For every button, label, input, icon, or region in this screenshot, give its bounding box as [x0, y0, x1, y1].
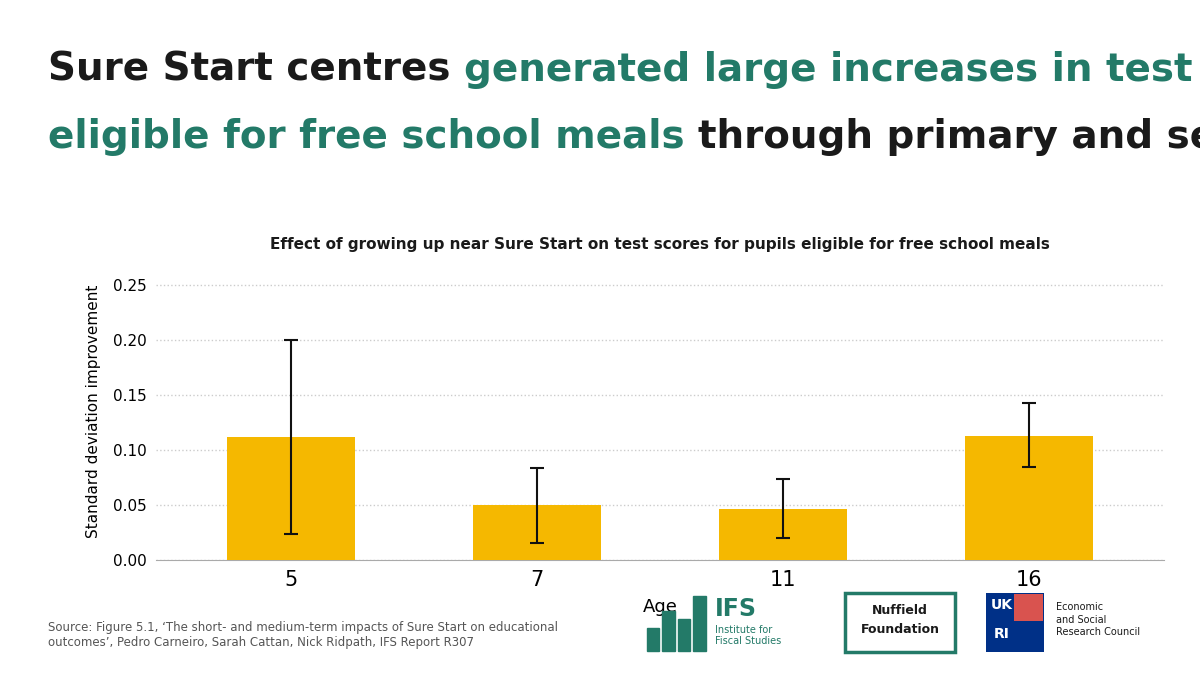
Text: RI: RI	[994, 628, 1009, 641]
Text: and Social: and Social	[1056, 615, 1106, 624]
Text: Sure Start centres: Sure Start centres	[48, 51, 464, 88]
Bar	[845, 593, 955, 652]
Text: Foundation: Foundation	[860, 622, 940, 636]
Bar	[694, 596, 706, 651]
Bar	[1014, 594, 1043, 621]
X-axis label: Age: Age	[642, 598, 678, 616]
Bar	[227, 437, 355, 560]
Text: UK: UK	[991, 599, 1013, 612]
Text: eligible for free school meals: eligible for free school meals	[48, 118, 698, 156]
Bar	[678, 619, 690, 651]
Text: generated large increases in test scores for children: generated large increases in test scores…	[464, 51, 1200, 88]
Text: IFS: IFS	[715, 597, 757, 621]
Bar	[662, 611, 674, 651]
Text: Source: Figure 5.1, ‘The short- and medium-term impacts of Sure Start on educati: Source: Figure 5.1, ‘The short- and medi…	[48, 621, 558, 649]
Text: through primary and secondary school: through primary and secondary school	[698, 118, 1200, 156]
Text: Economic: Economic	[1056, 603, 1103, 612]
Text: Nuffield: Nuffield	[872, 604, 928, 618]
Y-axis label: Standard deviation improvement: Standard deviation improvement	[86, 285, 102, 539]
Bar	[473, 506, 601, 560]
Text: Institute for: Institute for	[715, 626, 773, 635]
Text: Fiscal Studies: Fiscal Studies	[715, 637, 781, 646]
Bar	[647, 628, 659, 651]
Bar	[719, 508, 847, 560]
Title: Effect of growing up near Sure Start on test scores for pupils eligible for free: Effect of growing up near Sure Start on …	[270, 238, 1050, 252]
Text: Research Council: Research Council	[1056, 627, 1140, 637]
Bar	[985, 593, 1044, 652]
Bar	[965, 436, 1093, 560]
